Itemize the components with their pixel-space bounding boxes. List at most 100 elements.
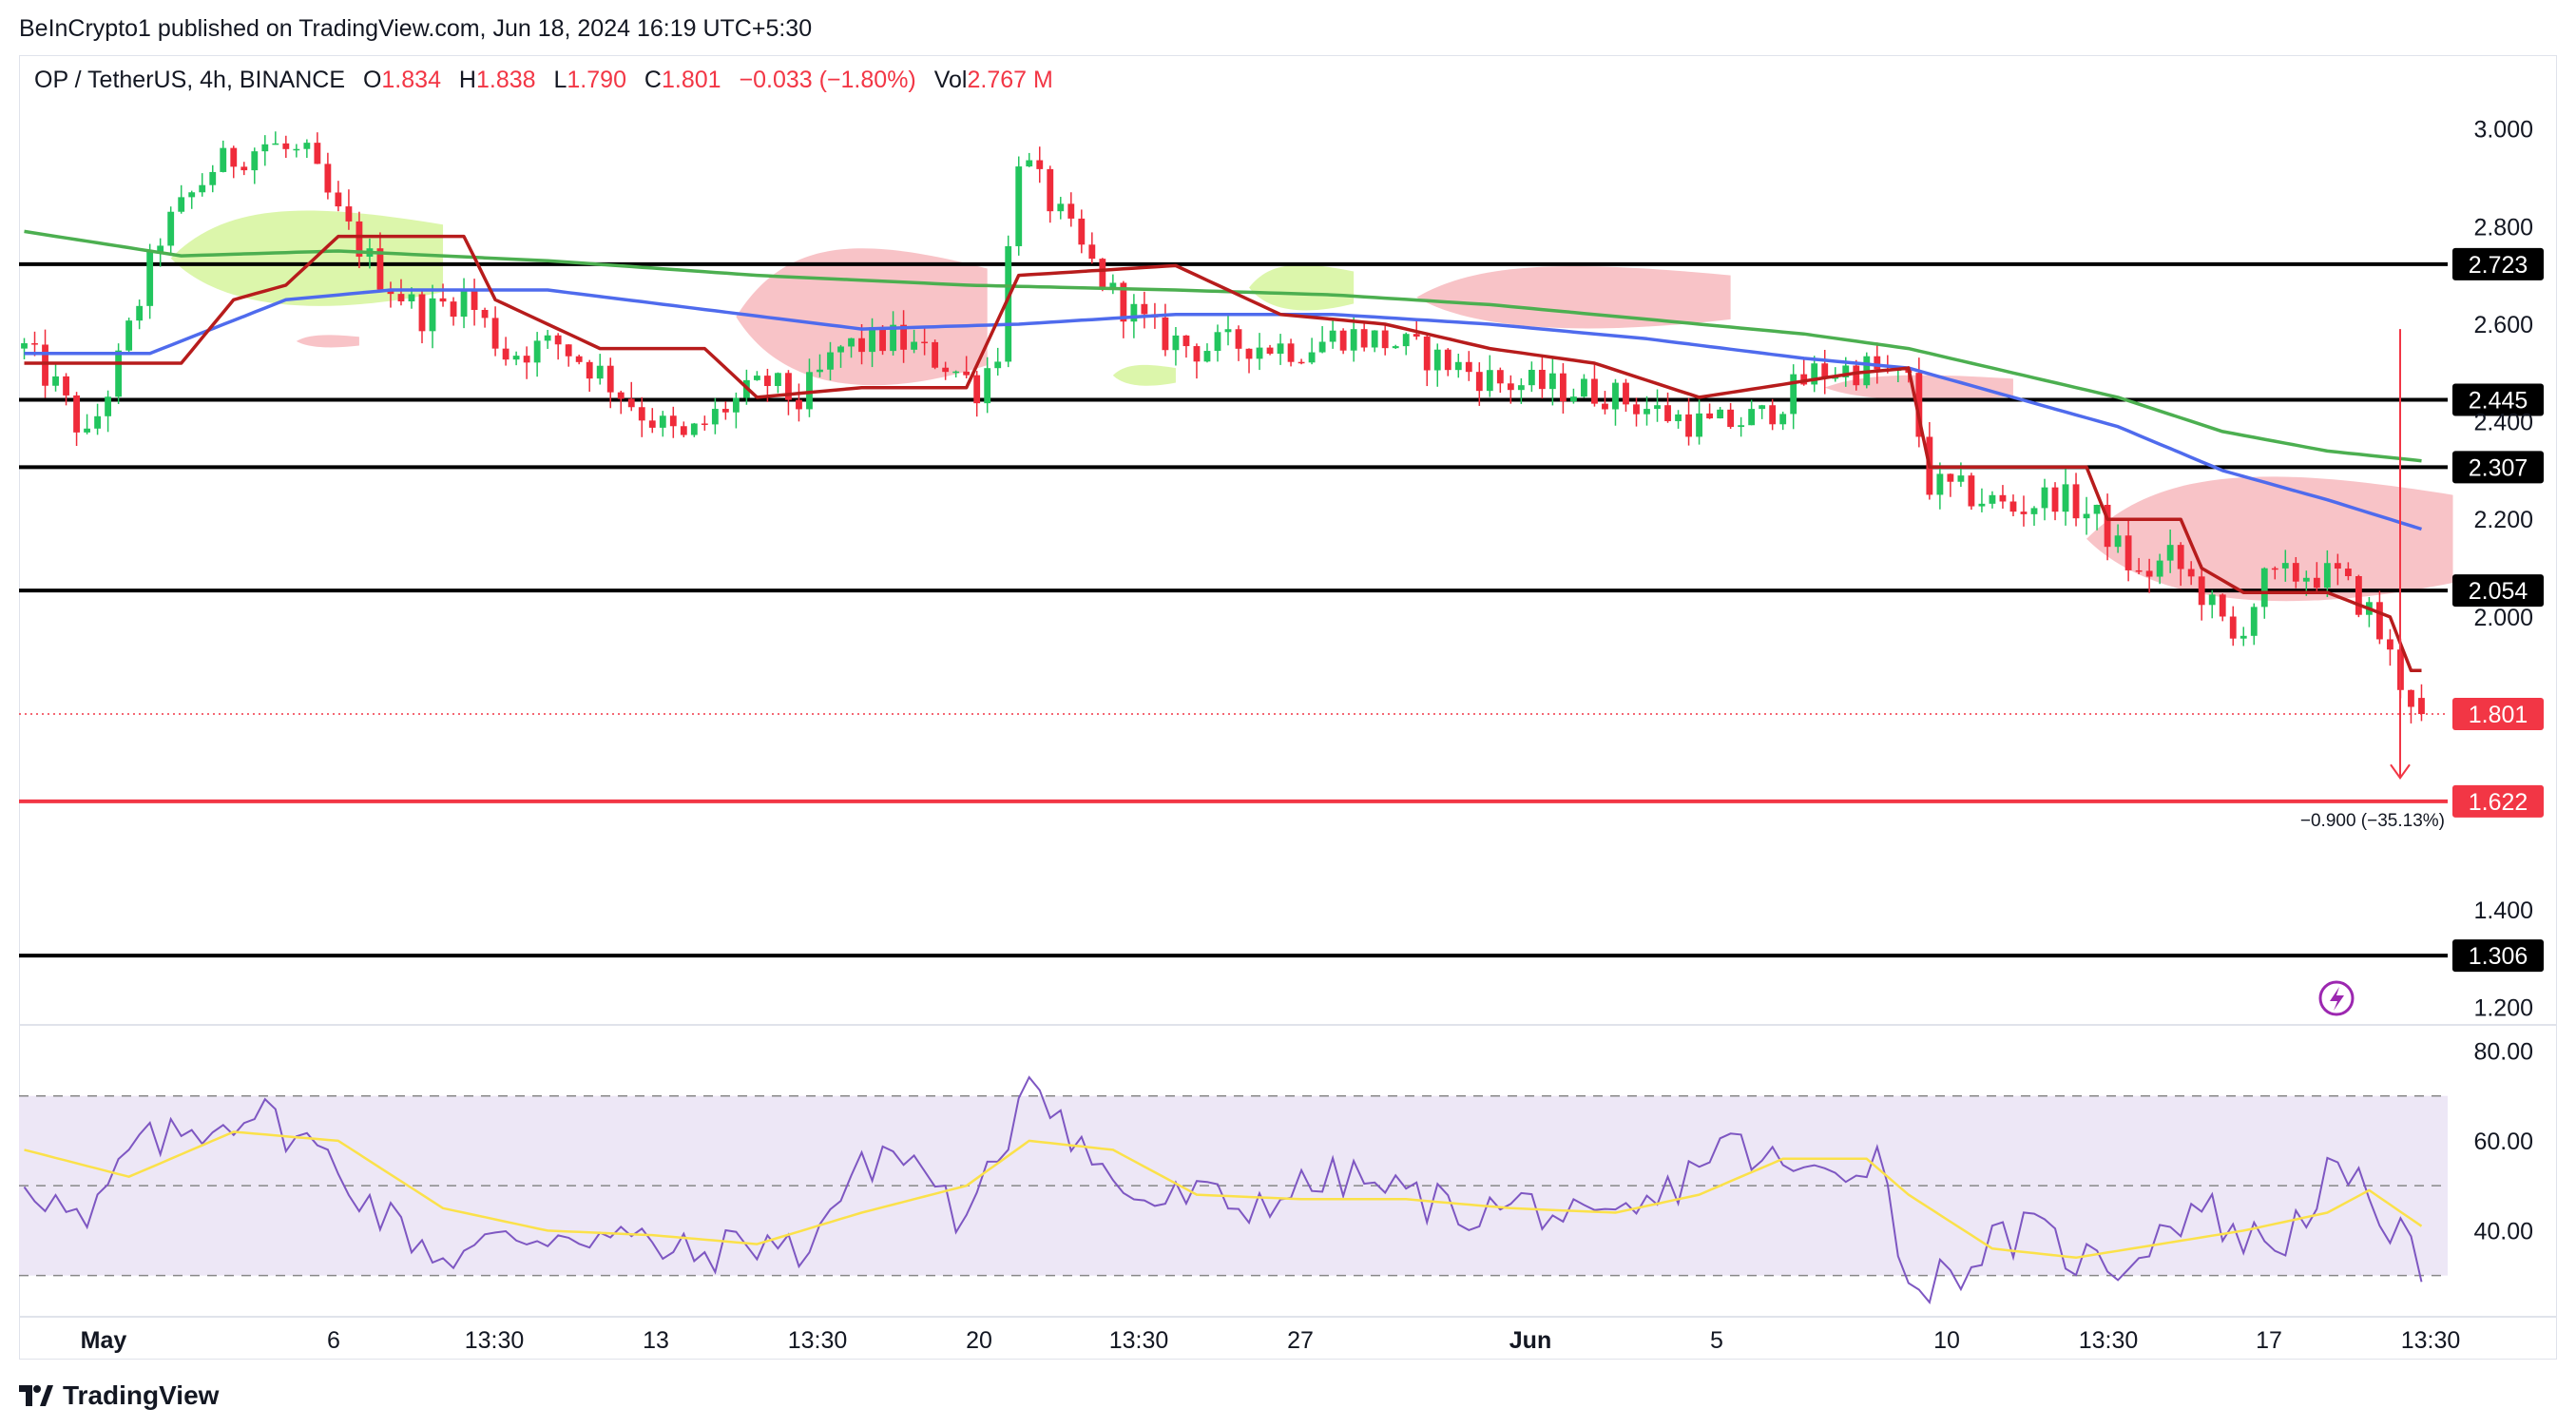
volume-label: Vol [933,67,968,93]
close-label: C [644,67,662,93]
time-tick-7: 27 [1287,1327,1314,1354]
candle-body-131 [1392,346,1399,349]
time-axis[interactable]: May 6 13:30 13 13:30 20 13:30 27 Jun 5 10 13:30 17 13… [19,1316,2557,1354]
candle-body-173 [1832,376,1839,379]
candle-body-1 [31,343,38,345]
cloud-band-5 [1416,266,1731,329]
rsi-tick-80.00: 80.00 [2473,1038,2533,1065]
candle-body-121 [1287,343,1295,362]
candle-body-194 [2051,487,2059,512]
candle-body-187 [1978,503,1986,507]
candle-body-116 [1235,329,1242,349]
candle-body-118 [1256,347,1263,359]
candle-body-51 [554,335,562,345]
candle-body-62 [669,415,677,427]
candle-body-149 [1581,378,1587,397]
candle-body-113 [1203,351,1211,362]
candle-body-126 [1339,330,1347,351]
candle-body-114 [1214,332,1221,352]
candle-body-141 [1496,370,1504,384]
candle-body-92 [984,368,991,404]
candle-body-214 [2260,568,2268,608]
candle-body-127 [1350,329,1357,351]
candle-body-158 [1675,414,1682,421]
candle-body-156 [1654,405,1661,410]
level-badge-1.306 [2452,939,2544,973]
candle-body-76 [817,369,823,373]
candle-body-53 [575,356,583,362]
candle-body-93 [994,361,1002,369]
time-tick-4: 13:30 [788,1327,848,1354]
price-tick-2.200: 2.200 [2473,507,2533,533]
lagging-ma-line [24,229,2422,463]
price-tick-2.800: 2.800 [2473,214,2533,241]
last-price-badge [2452,698,2544,731]
candle-body-2 [42,344,48,386]
level-badge-text-2.054: 2.054 [2469,578,2528,605]
candle-body-208 [2198,576,2205,606]
candle-body-123 [1308,352,1316,363]
high-label: H [458,67,476,93]
candle-body-73 [785,373,792,400]
candle-body-164 [1738,425,1745,428]
candle-body-226 [2387,639,2393,650]
candle-body-146 [1548,373,1556,390]
candle-body-47 [512,356,520,360]
candle-body-35 [387,289,394,295]
candle-body-144 [1528,369,1535,386]
candle-body-153 [1623,382,1629,405]
candle-body-43 [471,289,478,310]
indicator-lines: −0.900 (−35.13%) [24,229,2445,831]
candle-body-89 [952,371,960,374]
candle-body-162 [1717,409,1724,419]
candle-body-197 [2083,513,2090,519]
candle-body-212 [2240,635,2247,639]
candle-body-82 [879,327,886,352]
level-badge-text-2.307: 2.307 [2469,454,2528,481]
candle-body-150 [1591,378,1598,404]
tradingview-logo[interactable]: TradingView [19,1380,219,1411]
candle-body-143 [1517,385,1525,391]
candle-body-5 [73,395,80,433]
candle-body-202 [2135,569,2143,572]
level-badge-2.054 [2452,574,2544,608]
symbol-title[interactable]: OP / TetherUS, 4h, BINANCE [34,67,345,93]
candle-body-78 [837,346,844,353]
rsi-pane[interactable]: 80.00 60.00 40.00 [19,1024,2557,1304]
price-axis[interactable]: 2.723 2.445 2.307 2.054 1.622 1.306 1.801 3.000… [2452,117,2544,1022]
time-tick-0: May [81,1327,127,1354]
candle-body-52 [565,344,572,357]
candle-body-100 [1067,203,1075,219]
candle-body-58 [627,398,635,408]
candle-body-65 [701,423,708,425]
candle-body-109 [1162,317,1169,351]
tradingview-logo-icon [19,1385,53,1406]
candle-body-106 [1130,303,1138,322]
candle-body-21 [240,166,248,171]
candle-body-139 [1475,372,1483,392]
candle-body-23 [261,144,269,152]
candle-body-201 [2124,535,2132,570]
candle-body-132 [1402,334,1410,347]
candle-body-81 [869,327,875,353]
candle-body-29 [324,164,332,193]
candle-body-155 [1644,409,1650,415]
candle-body-46 [502,348,509,360]
candle-body-181 [1915,373,1923,437]
symbol-legend: OP / TetherUS, 4h, BINANCE O1.834 H1.838… [34,67,1053,94]
candle-body-186 [1968,475,1975,507]
change-value: −0.033 (−1.80%) [739,67,916,93]
time-tick-6: 13:30 [1109,1327,1169,1354]
candle-body-204 [2156,560,2163,577]
candle-body-184 [1947,473,1954,482]
candle-body-193 [2041,487,2048,509]
candle-body-17 [199,184,206,193]
publisher-line: BeInCrypto1 published on TradingView.com… [19,15,813,42]
candle-body-44 [481,309,489,318]
candle-body-26 [293,148,300,151]
lightning-icon [2330,987,2344,1011]
high-value: 1.838 [475,67,536,93]
replay-icon[interactable] [2318,980,2355,1016]
candle-body-206 [2177,545,2184,569]
